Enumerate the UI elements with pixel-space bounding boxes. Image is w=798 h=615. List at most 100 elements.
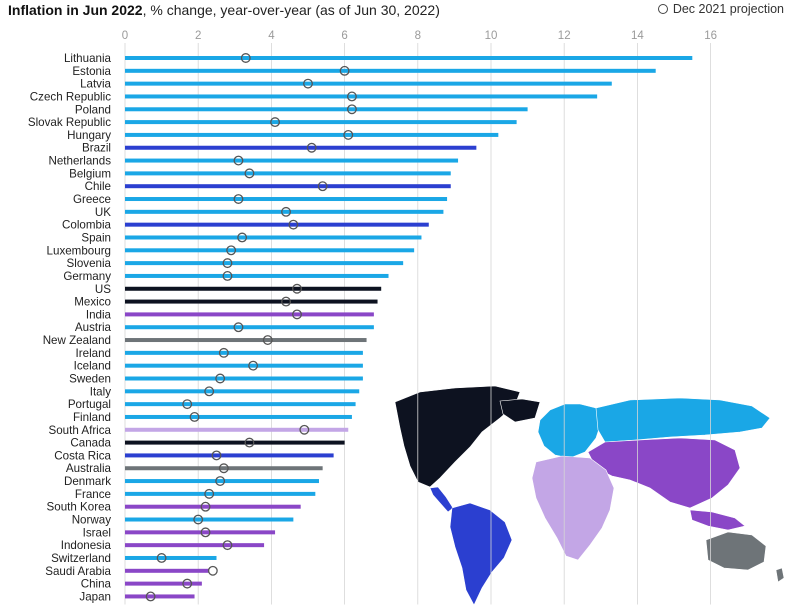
- country-label: Estonia: [72, 65, 111, 78]
- projection-marker: [222, 540, 233, 551]
- projection-marker: [303, 78, 313, 89]
- projection-marker: [346, 104, 357, 115]
- country-label: Czech Republic: [30, 90, 111, 103]
- bar-indonesia: [125, 543, 265, 548]
- map-north-america: [394, 385, 521, 488]
- country-label: Costa Rica: [54, 449, 111, 462]
- map-asia: [587, 437, 741, 509]
- country-label: Slovak Republic: [28, 116, 111, 129]
- bar-iceland: [125, 363, 363, 368]
- projection-marker: [317, 181, 328, 192]
- projection-marker: [281, 206, 291, 217]
- country-label: New Zealand: [43, 334, 111, 347]
- projection-marker: [182, 578, 193, 589]
- bar-mexico: [125, 299, 378, 304]
- bar-finland: [125, 414, 352, 419]
- bar-lithuania: [125, 56, 693, 60]
- x-tick-label: 4: [268, 30, 275, 42]
- legend-projection-label: Dec 2021 projection: [672, 2, 784, 16]
- map-australia: [705, 531, 767, 571]
- projection-marker: [145, 591, 156, 602]
- bar-us: [125, 286, 382, 291]
- bar-france: [125, 491, 316, 496]
- projection-marker: [193, 514, 204, 525]
- map-greenland: [499, 398, 541, 423]
- projection-marker: [306, 142, 317, 153]
- projection-marker: [218, 463, 229, 474]
- bar-norway: [125, 517, 294, 522]
- country-label: Poland: [75, 103, 111, 116]
- projection-marker: [240, 53, 251, 63]
- country-label: Belgium: [69, 167, 111, 180]
- bar-colombia: [125, 222, 429, 227]
- bar-india: [125, 312, 374, 317]
- country-label: Finland: [73, 411, 111, 424]
- bar-slovenia: [125, 261, 404, 266]
- bar-greece: [125, 197, 448, 202]
- map-new-zealand: [775, 567, 785, 583]
- country-label: Canada: [70, 437, 111, 450]
- bar-austria: [125, 325, 374, 330]
- bar-spain: [125, 235, 422, 240]
- bar-hungary: [125, 132, 499, 137]
- bar-latvia: [125, 81, 612, 86]
- bar-slovak-republic: [125, 120, 517, 125]
- country-label: Ireland: [76, 347, 111, 360]
- projection-marker: [281, 296, 291, 307]
- country-label: Italy: [90, 385, 111, 398]
- projection-marker: [222, 270, 233, 281]
- x-tick-label: 8: [415, 30, 421, 42]
- projection-marker: [204, 386, 215, 397]
- projection-marker: [233, 155, 244, 166]
- country-label: Germany: [63, 270, 111, 283]
- country-label: Latvia: [80, 78, 111, 91]
- bar-poland: [125, 107, 528, 112]
- bar-estonia: [125, 68, 656, 73]
- projection-marker: [204, 488, 215, 499]
- country-label: Hungary: [67, 129, 111, 142]
- projection-marker: [343, 129, 354, 140]
- country-label: India: [86, 308, 112, 321]
- country-label: China: [81, 578, 112, 591]
- map-russia: [595, 397, 771, 443]
- projection-marker: [215, 476, 226, 487]
- x-tick-label: 6: [341, 30, 347, 42]
- projection-marker: [222, 258, 233, 269]
- map-africa: [531, 455, 615, 561]
- projection-marker: [244, 437, 255, 448]
- projection-marker: [339, 65, 350, 76]
- projection-marker: [200, 501, 211, 512]
- chart-title-bold: Inflation in Jun 2022: [8, 2, 143, 18]
- bar-czech-republic: [125, 94, 598, 99]
- bar-south-africa: [125, 427, 349, 432]
- country-label: Colombia: [62, 219, 112, 232]
- country-label: Chile: [85, 180, 111, 193]
- projection-marker: [233, 322, 244, 333]
- bar-italy: [125, 389, 360, 394]
- country-label: Lithuania: [64, 52, 112, 65]
- country-label: UK: [95, 206, 111, 219]
- country-label: Switzerland: [51, 552, 111, 565]
- country-label: Greece: [73, 193, 111, 206]
- projection-marker: [244, 168, 255, 179]
- country-label: Israel: [83, 526, 111, 539]
- projection-marker: [233, 194, 244, 204]
- country-label: Iceland: [74, 360, 111, 373]
- projection-marker: [237, 232, 248, 243]
- country-label: Mexico: [74, 296, 111, 309]
- chart-subtitle: , % change, year-over-year (as of Jun 30…: [142, 2, 440, 18]
- legend-projection-marker-icon: [657, 4, 668, 14]
- projection-markers: [145, 53, 357, 602]
- country-label: Sweden: [69, 373, 111, 386]
- legend: Dec 2021 projection: [657, 2, 784, 16]
- country-label: Norway: [72, 514, 112, 527]
- bar-saudi-arabia: [125, 568, 210, 573]
- x-tick-label: 14: [631, 30, 644, 42]
- projection-marker: [215, 373, 226, 384]
- bar-china: [125, 581, 202, 586]
- world-map-inset: [394, 385, 785, 606]
- projection-marker: [262, 335, 273, 345]
- x-tick-label: 10: [485, 30, 498, 42]
